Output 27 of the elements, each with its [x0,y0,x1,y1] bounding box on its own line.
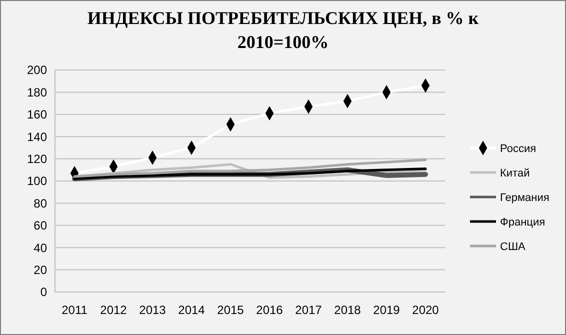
x-tick-label: 2019 [373,303,400,317]
y-tick-label: 20 [34,263,48,277]
y-tick-label: 120 [26,152,48,166]
x-tick-label: 2013 [139,303,166,317]
legend-label: Китай [500,167,530,180]
y-tick-label: 160 [26,108,48,122]
y-tick-label: 60 [34,218,48,233]
legend-label: Франция [500,216,546,228]
x-tick-label: 2020 [412,303,440,317]
legend-label: США [500,240,526,253]
y-tick-label: 40 [34,240,48,255]
x-tick-label: 2016 [256,303,284,317]
legend-label: Германия [500,192,550,204]
y-tick-label: 100 [26,174,48,188]
x-tick-label: 2015 [217,303,244,317]
y-tick-label: 0 [40,285,48,300]
x-tick-label: 2011 [62,303,88,317]
y-tick-label: 180 [26,85,48,100]
x-tick-label: 2012 [100,303,128,317]
y-tick-label: 200 [26,63,48,78]
chart-title: ИНДЕКСЫ ПОТРЕБИТЕЛЬСКИХ ЦЕН, в % к 2010=100% [87,8,480,52]
y-tick-label: 80 [34,196,48,210]
y-tick-label: 140 [26,130,48,144]
legend-label: Россия [500,142,536,155]
x-tick-label: 2017 [295,303,322,317]
x-tick-label: 2018 [334,303,362,317]
x-tick-label: 2014 [178,303,206,317]
